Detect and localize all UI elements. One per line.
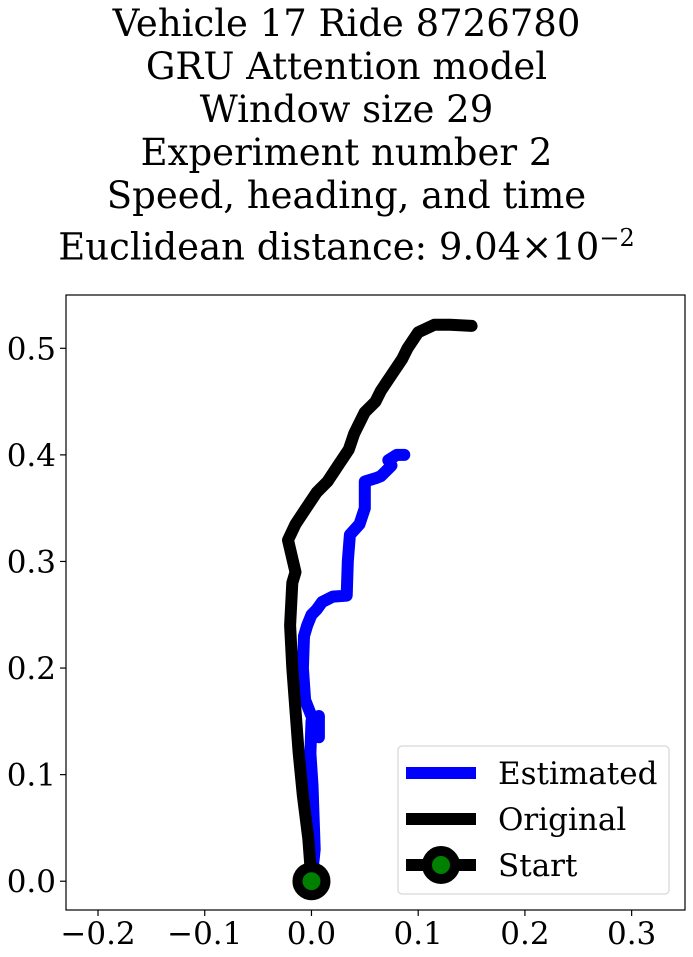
legend-start-marker [422, 846, 460, 884]
plot-frame [65, 294, 686, 911]
legend-item-original-label: Original [498, 802, 626, 838]
y-tick-label: 0.0 [7, 864, 56, 900]
title-line-distance: Euclidean distance: 9.04×10−2 [0, 217, 693, 268]
y-tick-label: 0.3 [7, 544, 56, 580]
x-tick-label: −0.1 [167, 916, 242, 952]
y-tick-label: 0.4 [7, 438, 56, 474]
series-layer [282, 318, 478, 901]
y-tick-label: 0.1 [7, 758, 56, 794]
distance-times: × [521, 225, 553, 269]
chart-title: Vehicle 17 Ride 8726780 GRU Attention mo… [0, 2, 693, 268]
x-tick-label: 0.0 [287, 916, 336, 952]
title-line-4: Experiment number 2 [140, 131, 553, 174]
x-tick-label: −0.2 [60, 916, 135, 952]
start-marker [292, 862, 331, 901]
y-tick-label: 0.5 [7, 331, 56, 367]
x-tick-label: 0.3 [607, 916, 656, 952]
y-tick-label: 0.2 [7, 651, 56, 687]
legend-item-start-label: Start [498, 848, 578, 884]
title-line-3: Window size 29 [199, 88, 494, 131]
y-axis: 0.0 0.1 0.2 0.3 0.4 0.5 [7, 331, 66, 900]
series-original-line [282, 318, 478, 888]
legend-box [397, 745, 670, 895]
distance-prefix: Euclidean distance: 9.04 [58, 225, 522, 269]
x-tick-label: 0.2 [500, 916, 549, 952]
x-tick-label: 0.1 [394, 916, 443, 952]
x-axis: −0.2 −0.1 0.0 0.1 0.2 0.3 [60, 910, 656, 952]
title-line-1: Vehicle 17 Ride 8726780 [112, 2, 581, 45]
series-estimated-line [296, 448, 411, 888]
legend-item-estimated-label: Estimated [498, 756, 657, 792]
title-line-5: Speed, heading, and time [106, 174, 587, 217]
title-line-2: GRU Attention model [145, 45, 548, 88]
distance-exponent: −2 [599, 224, 635, 252]
legend: Estimated Original Start [397, 745, 670, 895]
distance-base: 10 [552, 225, 600, 269]
